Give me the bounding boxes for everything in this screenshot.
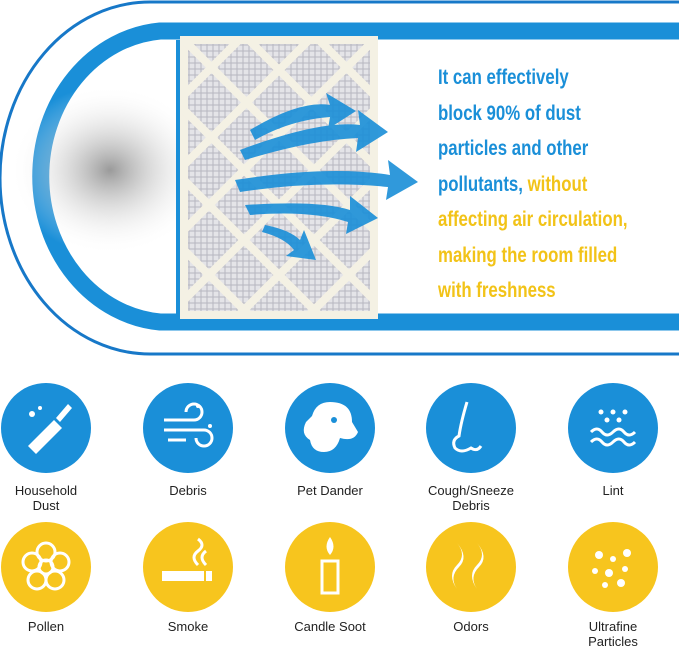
icon-label-line: Lint [602, 483, 624, 498]
icon [285, 522, 375, 612]
icon [568, 522, 658, 612]
icon-label: Cough/Sneeze Debris [401, 483, 541, 513]
headline-line: pollutants, without [438, 167, 678, 203]
headline-line: with freshness [438, 273, 678, 309]
headline-line: making the room filled [438, 238, 678, 274]
icon [426, 522, 516, 612]
headline-line: It can effectively [438, 60, 678, 96]
icon-label-line: Candle Soot [294, 619, 366, 634]
icon [143, 522, 233, 612]
icon-label-line: Particles [588, 634, 638, 649]
icon-label: Debris [118, 483, 258, 498]
headline-text: making the room filled [438, 243, 618, 267]
icon-label: Ultrafine Particles [543, 619, 679, 649]
outer-band [0, 0, 679, 356]
headline-text: particles and other [438, 137, 589, 160]
icon-label: Pet Dander [260, 483, 400, 498]
icon-label-line: Debris [169, 483, 207, 498]
icon-label-line: Smoke [167, 619, 209, 634]
headline-line: particles and other [438, 131, 678, 167]
headline-text: affecting air circulation, [438, 208, 628, 231]
icon-label-line: Dust [32, 498, 60, 513]
headline: It can effectively block 90% of dust parti… [438, 60, 678, 309]
headline-text: without [522, 172, 588, 196]
headline-text: pollutants, [438, 172, 523, 196]
icon-label: Pollen [0, 619, 116, 634]
icon [426, 383, 516, 473]
icon [568, 383, 658, 473]
headline-text: It can effectively [438, 66, 569, 89]
icon-label: Lint [543, 483, 679, 498]
icon-label: Smoke [118, 619, 258, 634]
icon [1, 522, 91, 612]
icon [143, 383, 233, 473]
icon [1, 383, 91, 473]
icon-label: Household Dust [0, 483, 116, 513]
icon-label-line: Pollen [27, 619, 65, 634]
dust-cloud [10, 85, 210, 255]
headline-text: block 90% of dust [438, 101, 581, 125]
icon-label-line: Cough/Sneeze [427, 483, 514, 498]
icon-label-line: Ultrafine [588, 619, 638, 634]
icon-label-line: Pet Dander [297, 483, 363, 498]
icon [285, 383, 375, 473]
icon-label-line: Household [14, 483, 78, 498]
icon-label: Candle Soot [260, 619, 400, 634]
headline-line: affecting air circulation, [438, 202, 678, 238]
airflow-arrows [235, 93, 418, 260]
headline-text: with freshness [438, 279, 556, 302]
icon-label: Odors [401, 619, 541, 634]
icon-label-line: Odors [453, 619, 489, 634]
icon-label-line: Debris [452, 498, 490, 513]
headline-line: block 90% of dust [438, 96, 678, 132]
